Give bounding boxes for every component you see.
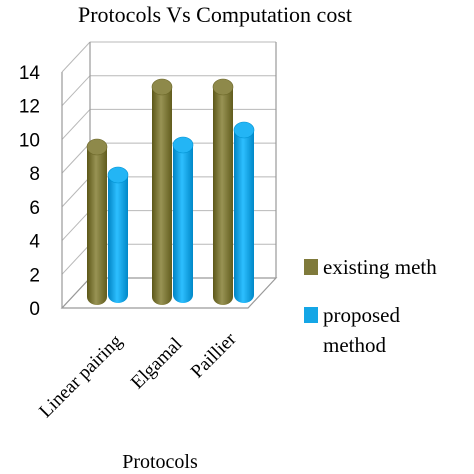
legend-label: proposed method [323, 303, 400, 357]
x-tick-label: Elgamal [127, 334, 187, 394]
gridline-side [61, 176, 91, 208]
bars [86, 78, 255, 305]
bar-cap [86, 138, 108, 156]
bar-proposed [233, 121, 255, 303]
gridline-side [61, 75, 91, 107]
y-tick-label: 0 [29, 299, 40, 320]
y-tick-label: 2 [29, 265, 40, 286]
gridline-side [61, 142, 91, 174]
bar-body [173, 145, 193, 303]
bar-existing [86, 138, 108, 305]
bar-cap [212, 78, 234, 96]
gridline-side [61, 109, 91, 140]
x-axis-categories: Linear pairing Elgamal Paillier [35, 328, 241, 422]
bar-body [234, 130, 254, 303]
bar-cap [107, 166, 129, 184]
bar-proposed [172, 136, 194, 303]
legend: existing meth proposed method [304, 255, 437, 357]
bar-cap [233, 121, 255, 139]
bar-body [213, 87, 233, 305]
gridline-side [61, 41, 91, 73]
x-tick-label: Linear pairing [35, 330, 127, 422]
gridline-side [61, 243, 91, 275]
chart-floor [60, 277, 278, 309]
y-tick-label: 10 [19, 130, 40, 151]
bar-proposed [107, 166, 129, 303]
bar-cap [172, 136, 194, 154]
bar-body [108, 175, 128, 303]
y-tick-label: 14 [19, 63, 41, 84]
x-axis-label: Protocols [122, 451, 198, 473]
legend-swatch [304, 259, 318, 275]
bar-existing [151, 78, 173, 305]
bar-existing [212, 78, 234, 305]
bar-body [87, 147, 107, 305]
chart-title: Protocols Vs Computation cost [78, 2, 352, 27]
y-tick-label: 12 [19, 97, 40, 118]
gridline-side [61, 210, 91, 241]
x-tick-label: Paillier [187, 328, 241, 382]
legend-label: existing meth [323, 255, 437, 279]
legend-swatch [304, 307, 318, 323]
y-tick-label: 4 [29, 232, 40, 253]
bar-cap [151, 78, 173, 96]
bar-body [152, 87, 172, 305]
y-axis-ticks: 0 2 4 6 8 10 12 14 [19, 63, 41, 320]
y-tick-label: 8 [29, 164, 40, 185]
y-tick-label: 6 [29, 198, 40, 219]
